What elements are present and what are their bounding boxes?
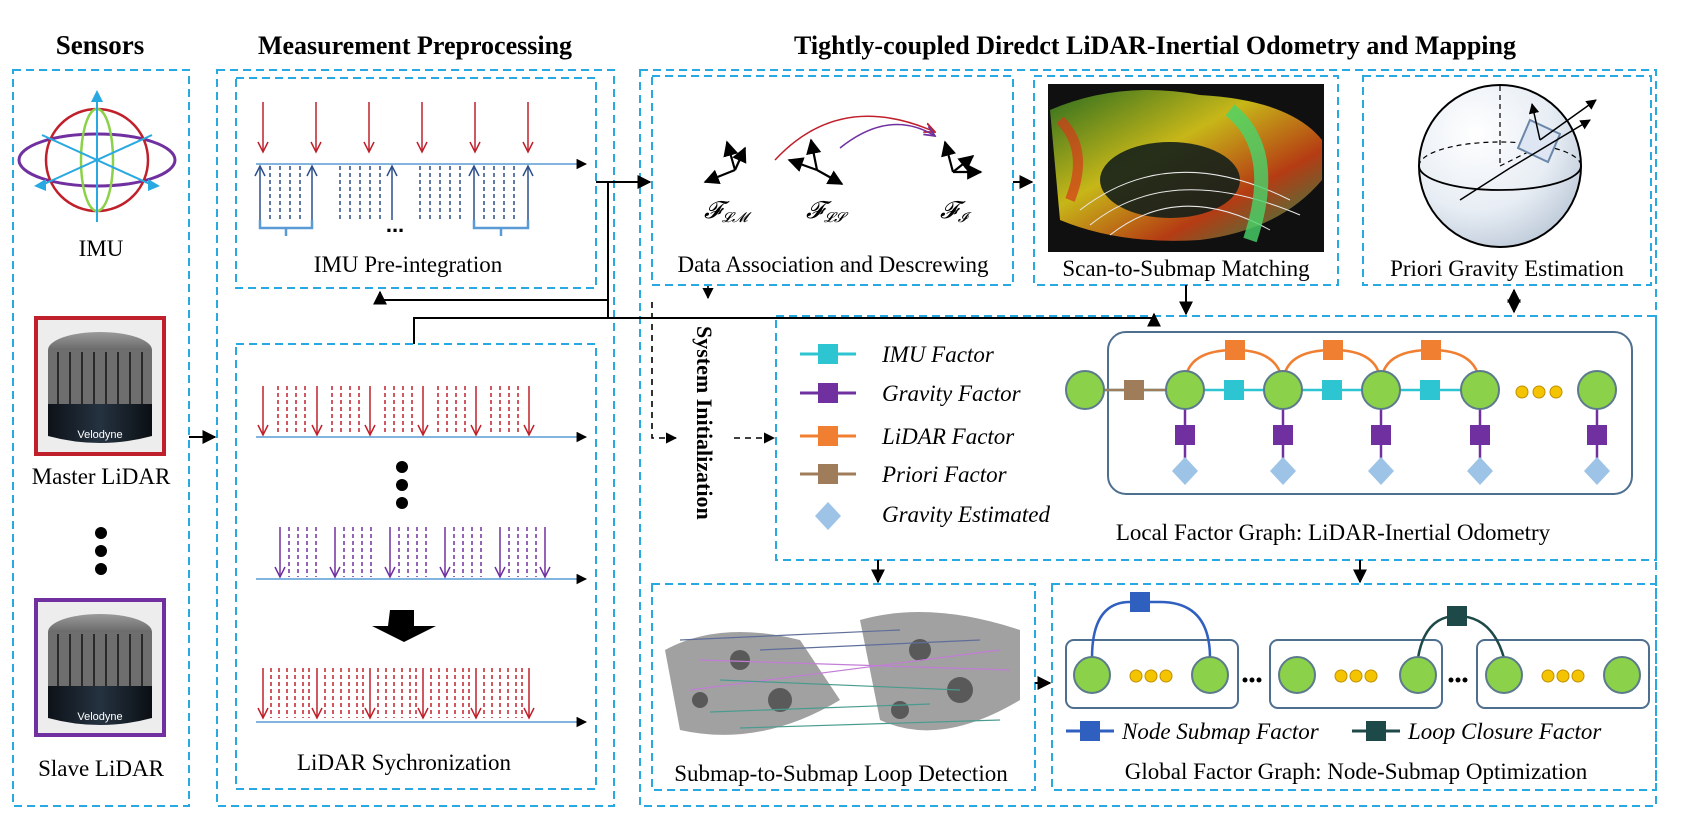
system-initialization-label: System Initialization bbox=[692, 326, 717, 520]
data-association-label: Data Association and Descrewing bbox=[677, 252, 989, 277]
local-graph-legend bbox=[800, 344, 856, 530]
transform-arc-red bbox=[774, 115, 935, 161]
legend-lidar-factor: LiDAR Factor bbox=[881, 424, 1015, 449]
priori-factor-swatch bbox=[818, 464, 838, 484]
imu-factor-swatch bbox=[818, 344, 838, 364]
slave-lidar-image: Velodyne bbox=[34, 598, 166, 737]
gravity-sphere-icon bbox=[1418, 84, 1597, 248]
imu-preintegration-label: IMU Pre-integration bbox=[314, 252, 503, 277]
sync-arrow-head bbox=[494, 566, 506, 579]
frame-ls-label: 𝓕𝓛𝓢 bbox=[806, 196, 849, 226]
loop-closure-factor-swatch bbox=[1366, 721, 1386, 741]
legend-gravity-factor: Gravity Factor bbox=[882, 381, 1022, 406]
header-sensors: Sensors bbox=[56, 30, 145, 60]
imu-label: IMU bbox=[79, 236, 124, 261]
legend-node-submap-factor: Node Submap Factor bbox=[1121, 719, 1320, 744]
global-factor-graph bbox=[1065, 592, 1650, 741]
loop-detection-label: Submap-to-Submap Loop Detection bbox=[674, 761, 1008, 786]
imu-preint-tick-head bbox=[386, 164, 398, 177]
panel-sensors bbox=[12, 69, 190, 807]
local-factor-graph bbox=[1065, 340, 1617, 485]
panel-loop-detection bbox=[651, 583, 1036, 791]
panel-global-factor-graph bbox=[1051, 583, 1657, 791]
imu-preintegration-graphic: ... bbox=[254, 102, 588, 237]
lidar-factor-swatch bbox=[818, 426, 838, 446]
sync-arrow-head bbox=[364, 707, 376, 720]
preprocessing-connectors bbox=[373, 175, 1521, 690]
imu-preint-tick-head bbox=[468, 164, 480, 177]
sync-arrow-head bbox=[311, 424, 323, 437]
sync-arrow-head bbox=[274, 566, 286, 579]
sync-arrow-head bbox=[311, 707, 323, 720]
frame-lm-label: 𝓕𝓛𝓜 bbox=[704, 196, 752, 226]
slave-lidar-brand: Velodyne bbox=[77, 711, 122, 723]
sync-arrow-head bbox=[539, 566, 551, 579]
imu-measurement-arrow-head bbox=[310, 141, 322, 154]
master-lidar-brand: Velodyne bbox=[77, 429, 122, 441]
imu-preint-tick-head bbox=[306, 164, 318, 177]
gravity-estimated-swatch bbox=[815, 502, 841, 530]
sync-arrow-head bbox=[257, 424, 269, 437]
sensor-ellipsis bbox=[95, 527, 107, 575]
legend-imu-factor: IMU Factor bbox=[881, 342, 995, 367]
transform-arc-purple bbox=[839, 123, 935, 149]
sync-arrow-head bbox=[523, 707, 535, 720]
system-init-connectors bbox=[651, 286, 776, 444]
header-preprocessing: Measurement Preprocessing bbox=[258, 31, 572, 60]
imu-measurement-arrow-head bbox=[257, 141, 269, 154]
sync-arrow-head bbox=[364, 424, 376, 437]
node-submap-factor-swatch bbox=[1080, 721, 1100, 741]
slave-lidar-label: Slave LiDAR bbox=[38, 756, 165, 781]
local-graph-container bbox=[1107, 331, 1633, 495]
sync-arrow-head bbox=[329, 566, 341, 579]
panel-priori-gravity bbox=[1362, 75, 1652, 286]
legend-gravity-estimated: Gravity Estimated bbox=[882, 502, 1050, 527]
sync-arrow-head bbox=[470, 424, 482, 437]
header-odometry: Tightly-coupled Diredct LiDAR-Inertial O… bbox=[794, 31, 1516, 60]
local-graph-label: Local Factor Graph: LiDAR-Inertial Odome… bbox=[1116, 520, 1551, 545]
imu-ellipsis: ... bbox=[386, 212, 404, 237]
panel-local-factor-graph bbox=[775, 315, 1657, 561]
imu-measurement-arrow-head bbox=[522, 141, 534, 154]
sync-arrow-head bbox=[417, 707, 429, 720]
gravity-factor-swatch bbox=[818, 383, 838, 403]
panel-preprocessing bbox=[216, 69, 615, 807]
panel-imu-preintegration bbox=[235, 77, 597, 289]
scan-to-submap-pointcloud-image bbox=[1048, 84, 1324, 252]
merge-down-arrow-icon bbox=[372, 610, 436, 642]
global-graph-label: Global Factor Graph: Node-Submap Optimiz… bbox=[1125, 759, 1588, 784]
lidar-sync-graphic bbox=[256, 386, 588, 728]
master-lidar-image: Velodyne bbox=[34, 316, 166, 456]
imu-measurement-arrow-head bbox=[363, 141, 375, 154]
sync-arrow-head bbox=[384, 566, 396, 579]
imu-measurement-arrow-head bbox=[469, 141, 481, 154]
imu-preint-tick-head bbox=[254, 164, 266, 177]
scan-to-submap-label: Scan-to-Submap Matching bbox=[1062, 256, 1310, 281]
imu-measurement-arrow-head bbox=[416, 141, 428, 154]
legend-priori-factor: Priori Factor bbox=[881, 462, 1008, 487]
sync-arrow-head bbox=[417, 424, 429, 437]
priori-gravity-label: Priori Gravity Estimation bbox=[1390, 256, 1624, 281]
sync-arrow-head bbox=[439, 566, 451, 579]
lidar-sync-label: LiDAR Sychronization bbox=[297, 750, 511, 775]
sync-arrow-head bbox=[523, 424, 535, 437]
legend-loop-closure-factor: Loop Closure Factor bbox=[1407, 719, 1602, 744]
sync-arrow-head bbox=[257, 707, 269, 720]
frame-i-label: 𝓕𝓘 bbox=[940, 196, 972, 226]
imu-gyroscope-icon bbox=[17, 90, 177, 222]
sync-arrow-head bbox=[470, 707, 482, 720]
imu-preint-tick-head bbox=[522, 164, 534, 177]
coordinate-frames-graphic bbox=[703, 138, 983, 185]
loop-detection-pointcloud-image bbox=[660, 590, 1026, 750]
master-lidar-label: Master LiDAR bbox=[32, 464, 171, 489]
